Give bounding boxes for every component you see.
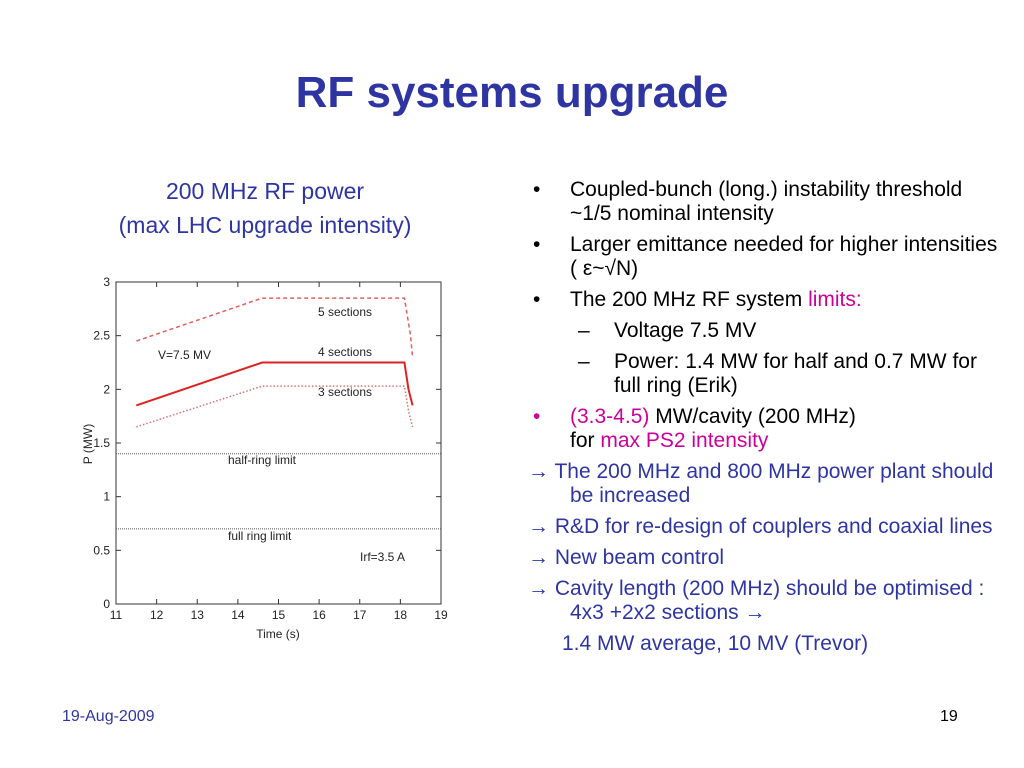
limit-lines	[116, 453, 441, 530]
x-tick-label: 16	[312, 608, 326, 622]
annotation-current: Irf=3.5 A	[360, 550, 405, 564]
slide-title: RF systems upgrade	[295, 68, 729, 117]
series-label-3: 3 sections	[318, 385, 372, 399]
y-tick-label: 3	[103, 275, 110, 289]
x-ticks: 11 12 13 14 15 16 17 18 19	[110, 282, 448, 622]
x-tick-label: 18	[394, 608, 408, 622]
arrow-item: → R&D for re-design of couplers and coax…	[528, 515, 993, 538]
y-tick-label: 0	[103, 597, 110, 611]
bullet-item: • The 200 MHz RF system limits:	[528, 288, 998, 312]
bullet-range: (3.3-4.5)	[570, 405, 650, 428]
annotation-voltage: V=7.5 MV	[158, 348, 211, 362]
bullet-item: • (3.3-4.5) MW/cavity (200 MHz) for max PS…	[528, 405, 998, 453]
y-tick-label: 0.5	[93, 543, 110, 557]
footer-date: 19-Aug-2009	[62, 708, 155, 725]
y-tick-label: 2	[103, 382, 110, 396]
series-line	[135, 361, 414, 407]
bullet-text: The 200 MHz RF system	[570, 288, 809, 311]
series-label-4: 4 sections	[318, 345, 372, 359]
x-tick-label: 13	[191, 608, 205, 622]
bullet-marker: •	[533, 178, 541, 201]
bullet-text: Coupled-bunch (long.) instability thresh…	[570, 178, 963, 225]
chart-subheading: (max LHC upgrade intensity)	[118, 212, 412, 238]
limit-label-full: full ring limit	[228, 529, 292, 543]
arrow-continuation: 1.4 MW average, 10 MV (Trevor)	[562, 632, 869, 655]
x-tick-label: 14	[231, 608, 245, 622]
bullet-text: MW/cavity (200 MHz)	[649, 405, 856, 428]
chart-heading: 200 MHz RF power	[165, 178, 365, 204]
x-axis-label: Time (s)	[256, 627, 300, 641]
y-ticks: 0 0.5 1 1.5 2 2.5 3	[93, 275, 441, 611]
bullet-highlight: limits:	[808, 288, 862, 311]
series-label-5: 5 sections	[318, 305, 372, 319]
sub-bullet-item: – Power: 1.4 MW for half and 0.7 MW for f…	[528, 350, 998, 398]
y-tick-label: 1.5	[93, 436, 110, 450]
arrow-item: → The 200 MHz and 800 MHz power plant sh…	[528, 460, 994, 507]
sub-bullet-item: – Voltage 7.5 MV	[528, 319, 998, 343]
y-tick-label: 1	[103, 490, 110, 504]
bullet-text: Larger emittance needed for higher inten…	[570, 233, 998, 280]
y-tick-label: 2.5	[93, 329, 110, 343]
bullet-marker: •	[533, 288, 541, 311]
sub-bullet-text: Power: 1.4 MW for half and 0.7 MW for fu…	[614, 350, 977, 397]
x-tick-label: 15	[272, 608, 286, 622]
y-axis-label: P (MW)	[81, 424, 95, 464]
x-tick-label: 12	[150, 608, 164, 622]
series-line	[136, 385, 414, 428]
series-lines	[135, 297, 414, 428]
bullet-marker: •	[533, 233, 541, 256]
x-tick-label: 11	[110, 608, 123, 622]
bullet-item: • Larger emittance needed for higher inte…	[528, 233, 998, 281]
arrow-item: → Cavity length (200 MHz) should be opti…	[528, 577, 985, 624]
page-number: 19	[940, 708, 958, 725]
bullet-text: for	[570, 429, 601, 452]
dash-marker: –	[578, 319, 590, 342]
x-tick-label: 17	[353, 608, 367, 622]
limit-label-half: half-ring limit	[228, 453, 297, 467]
bullet-item: • Coupled-bunch (long.) instability thres…	[528, 178, 998, 226]
bullet-marker: •	[533, 405, 541, 428]
bullet-highlight: max PS2 intensity	[600, 429, 769, 452]
arrow-item: → New beam control	[528, 546, 725, 569]
bullet-list: • Coupled-bunch (long.) instability thres…	[528, 178, 998, 656]
x-tick-label: 19	[434, 608, 448, 622]
sub-bullet-text: Voltage 7.5 MV	[614, 319, 757, 342]
series-line	[136, 297, 414, 358]
dash-marker: –	[578, 350, 590, 373]
power-chart: 11 12 13 14 15 16 17 18 19 0 0.5 1 1.5 2 2.5 3 5 secti…	[81, 275, 448, 641]
